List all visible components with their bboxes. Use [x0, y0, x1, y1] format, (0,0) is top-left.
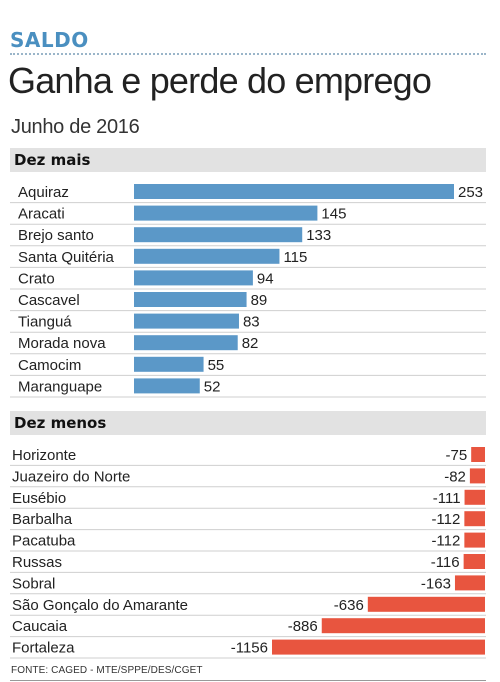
value-label-morada-nova: 82 — [242, 335, 259, 352]
value-label-aquiraz: 253 — [458, 184, 483, 201]
bar-sobral — [454, 575, 485, 591]
category-label-brejo-santo: Brejo santo — [18, 227, 94, 244]
value-label-caucaia: -886 — [288, 618, 318, 635]
category-label-aquiraz: Aquiraz — [18, 184, 69, 201]
bar-pacatuba — [464, 532, 485, 548]
category-label-sobral: Sobral — [12, 575, 55, 592]
category-label-camocim: Camocim — [18, 357, 81, 374]
bar-brejo-santo — [134, 227, 303, 243]
chart-title: Ganha e perde do emprego — [8, 60, 432, 101]
chart-subtitle: Junho de 2016 — [11, 116, 140, 138]
bar-morada-nova — [134, 335, 238, 351]
value-label-santa-quiteria: 115 — [283, 249, 307, 266]
value-label-aracati: 145 — [321, 206, 346, 223]
category-label-maranguape: Maranguape — [18, 378, 102, 395]
bar-horizonte — [471, 447, 485, 462]
value-label-brejo-santo: 133 — [306, 227, 331, 244]
value-label-tiangua: 83 — [243, 314, 260, 331]
value-label-barbalha: -112 — [431, 511, 460, 528]
value-label-eusebio: -111 — [433, 490, 461, 507]
bar-camocim — [134, 356, 204, 372]
category-label-russas: Russas — [12, 554, 62, 571]
kicker: SALDO — [10, 28, 89, 52]
bar-santa-quiteria — [134, 248, 280, 264]
category-label-juazeiro-do-norte: Juazeiro do Norte — [12, 468, 130, 485]
bottom-divider — [10, 680, 486, 681]
category-label-aracati: Aracati — [18, 206, 65, 223]
bar-russas — [463, 554, 485, 569]
value-label-camocim: 55 — [208, 357, 225, 374]
section-header-dez-menos: Dez menos — [10, 411, 486, 435]
category-label-tiangua: Tianguá — [18, 314, 72, 331]
value-label-crato: 94 — [257, 270, 274, 287]
category-label-pacatuba: Pacatuba — [12, 533, 76, 550]
bar-fortaleza — [272, 639, 485, 655]
bar-sao-goncalo-do-amarante — [367, 596, 485, 612]
category-label-caucaia: Caucaia — [12, 618, 68, 635]
bar-caucaia — [321, 618, 485, 634]
category-label-santa-quiteria: Santa Quitéria — [18, 249, 115, 266]
category-label-morada-nova: Morada nova — [18, 335, 106, 352]
category-label-fortaleza: Fortaleza — [12, 640, 75, 657]
bar-barbalha — [464, 511, 485, 527]
section-header-dez-mais: Dez mais — [10, 148, 486, 172]
category-label-cascavel: Cascavel — [18, 292, 80, 309]
value-label-russas: -116 — [431, 554, 460, 571]
source-note: FONTE: CAGED - MTE/SPPE/DES/CGET — [11, 665, 203, 676]
bar-maranguape — [134, 378, 200, 394]
value-label-maranguape: 52 — [204, 378, 221, 395]
value-label-cascavel: 89 — [251, 292, 268, 309]
bar-cascavel — [134, 292, 247, 307]
bar-tiangua — [134, 313, 239, 329]
value-label-pacatuba: -112 — [431, 533, 460, 550]
category-label-crato: Crato — [18, 270, 55, 287]
category-label-sao-goncalo-do-amarante: São Gonçalo do Amarante — [12, 597, 188, 614]
value-label-sao-goncalo-do-amarante: -636 — [334, 597, 364, 614]
category-label-barbalha: Barbalha — [12, 511, 73, 528]
value-label-fortaleza: -1156 — [231, 640, 268, 657]
bar-crato — [134, 270, 253, 286]
value-label-juazeiro-do-norte: -82 — [444, 468, 466, 485]
value-label-sobral: -163 — [421, 575, 451, 592]
bar-aracati — [134, 205, 318, 221]
bar-aquiraz — [134, 184, 454, 199]
kicker-divider — [10, 53, 486, 55]
bar-eusebio — [464, 489, 485, 505]
bar-juazeiro-do-norte — [469, 468, 485, 484]
category-label-horizonte: Horizonte — [12, 447, 76, 464]
value-label-horizonte: -75 — [445, 447, 467, 464]
category-label-eusebio: Eusébio — [12, 490, 66, 507]
